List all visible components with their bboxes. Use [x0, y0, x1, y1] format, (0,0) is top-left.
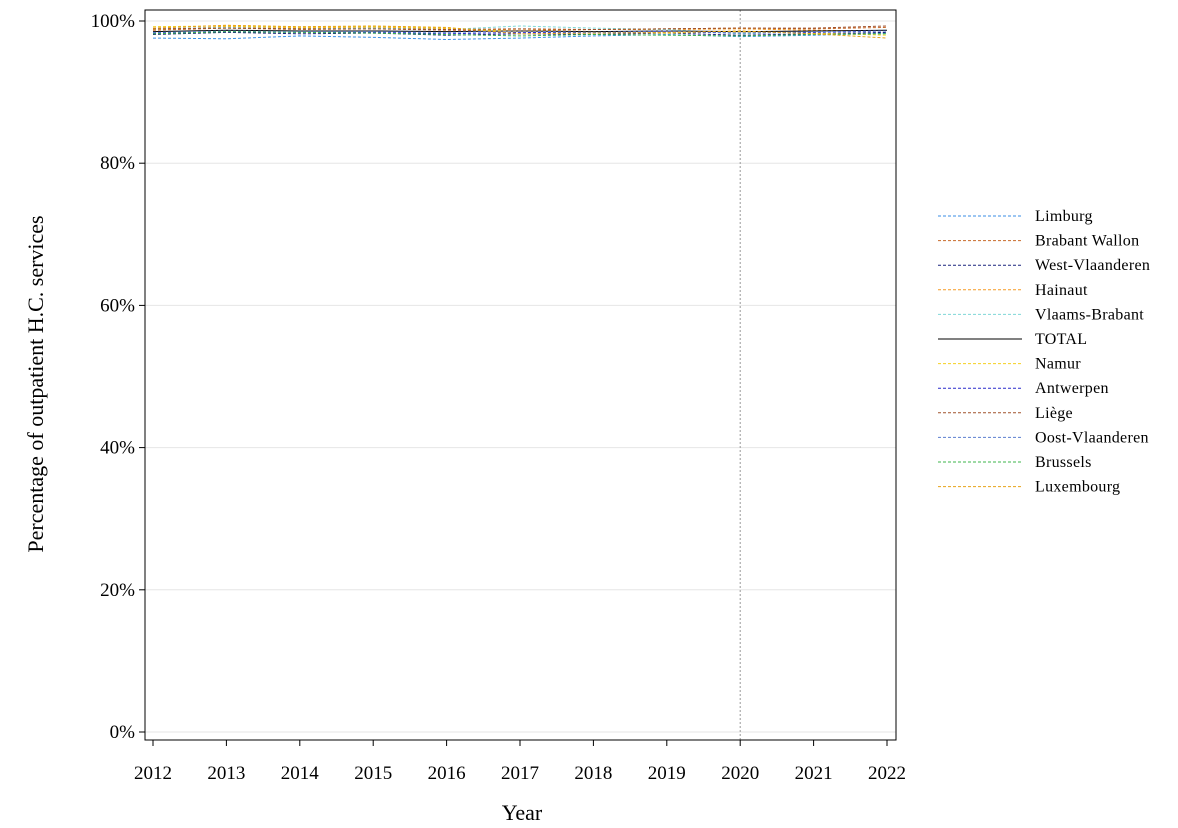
y-tick-label: 60% [100, 295, 135, 316]
legend-label-vlaams-brabant: Vlaams-Brabant [1035, 306, 1144, 323]
x-axis-title: Year [502, 800, 543, 825]
x-tick-label: 2018 [574, 763, 612, 784]
legend-label-li-ge: Liège [1035, 405, 1073, 422]
x-tick-label: 2013 [207, 763, 245, 784]
y-tick-label: 40% [100, 438, 135, 459]
axes: 0% 20% 40% 60% 80% 100% 2012 2013 2014 2015 2016 20… [91, 11, 906, 784]
legend: Limburg Brabant Wallon West-Vlaanderen Hain… [938, 208, 1150, 496]
y-tick-label: 80% [100, 153, 135, 174]
legend-label-west-vlaanderen: West-Vlaanderen [1035, 257, 1150, 274]
legend-label-limburg: Limburg [1035, 208, 1093, 225]
legend-label-total: TOTAL [1035, 331, 1087, 348]
series-line-limburg [152, 32, 888, 40]
y-tick-label: 0% [110, 722, 136, 743]
legend-label-luxembourg: Luxembourg [1035, 479, 1120, 496]
x-tick-label: 2020 [721, 763, 759, 784]
legend-label-brabant-wallon: Brabant Wallon [1035, 233, 1139, 250]
y-tick-label: 20% [100, 580, 135, 601]
legend-label-oost-vlaanderen: Oost-Vlaanderen [1035, 429, 1149, 446]
series-line-brussels [152, 31, 888, 37]
series-line-li-ge [152, 25, 888, 31]
series-line-luxembourg [152, 24, 888, 39]
legend-label-antwerpen: Antwerpen [1035, 380, 1109, 397]
x-tick-label: 2019 [648, 763, 686, 784]
series-line-oost-vlaanderen [152, 30, 888, 34]
legend-label-namur: Namur [1035, 356, 1081, 373]
x-tick-label: 2022 [868, 763, 906, 784]
legend-label-brussels: Brussels [1035, 454, 1092, 471]
y-tick-label: 100% [91, 11, 136, 32]
x-tick-label: 2012 [134, 763, 172, 784]
gridlines [145, 20, 896, 733]
x-tick-label: 2017 [501, 763, 539, 784]
y-axis-title: Percentage of outpatient H.C. services [23, 215, 48, 552]
x-tick-label: 2021 [795, 763, 833, 784]
series-layer [152, 24, 888, 40]
series-line-hainaut [152, 26, 888, 32]
x-tick-label: 2016 [428, 763, 466, 784]
plot-area-frame [144, 9, 897, 741]
legend-label-hainaut: Hainaut [1035, 282, 1088, 299]
x-tick-label: 2015 [354, 763, 392, 784]
x-tick-label: 2014 [281, 763, 320, 784]
